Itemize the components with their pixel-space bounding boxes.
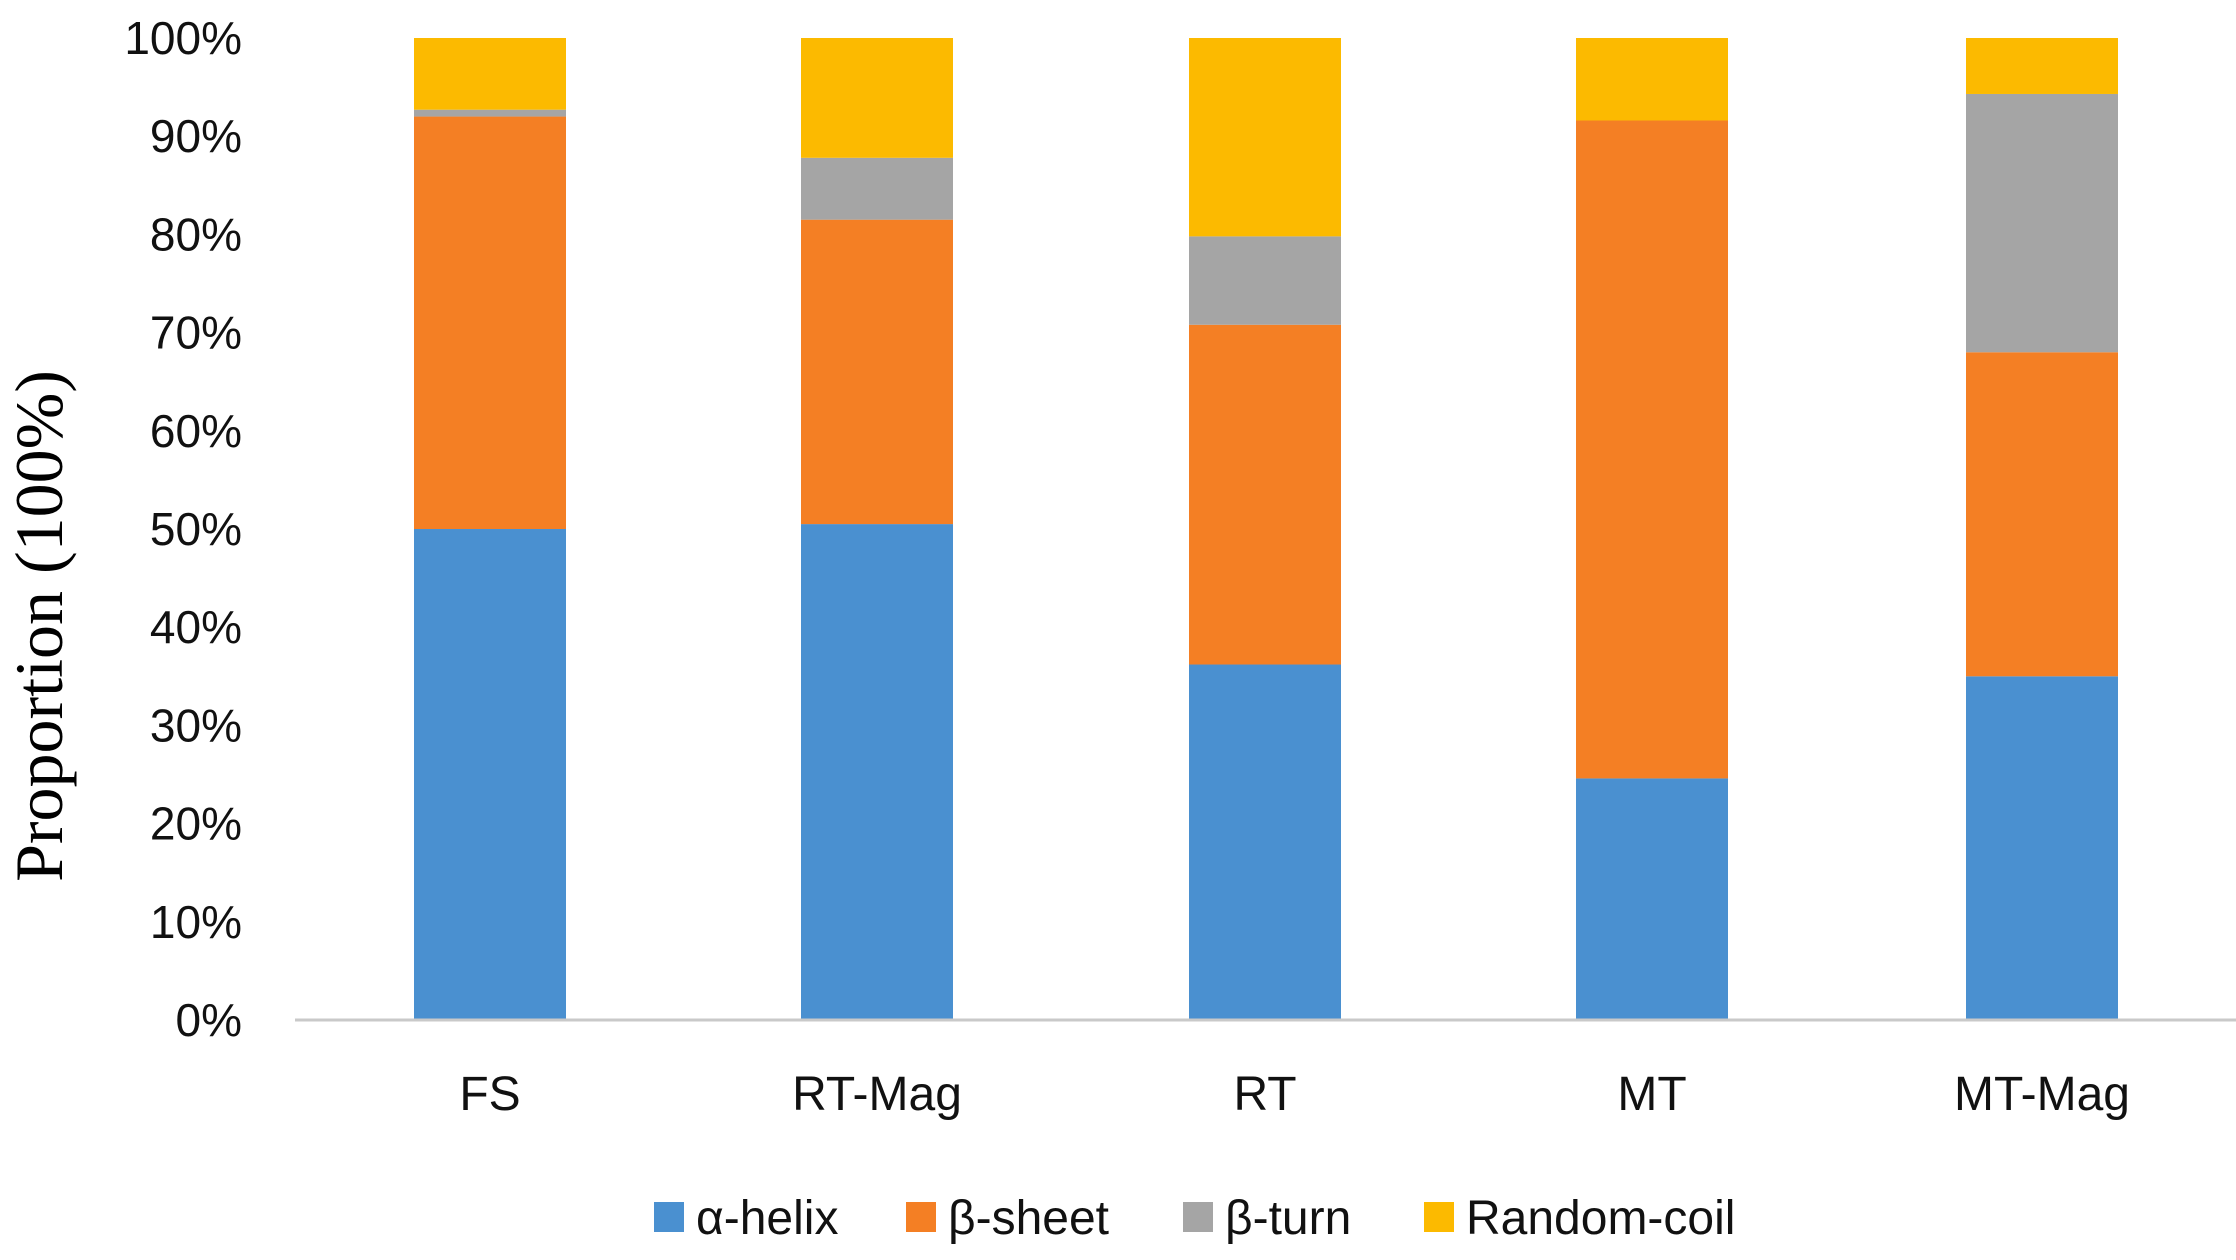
- bar-segment-rt-mag-3: [801, 157, 953, 220]
- y-tick-label: 30%: [150, 699, 242, 751]
- legend-label: β-turn: [1225, 1192, 1351, 1245]
- bar-segment-fs-3: [414, 109, 566, 117]
- y-tick-label: 50%: [150, 503, 242, 555]
- bar-segment-fs-2: [414, 116, 566, 529]
- bar-segment-fs-1: [414, 529, 566, 1020]
- y-tick-label: 60%: [150, 405, 242, 457]
- y-tick-label: 90%: [150, 110, 242, 162]
- bar-segment-mt-mag-1: [1966, 676, 2118, 1020]
- bar-segment-mt-mag-2: [1966, 352, 2118, 677]
- bar-segment-rt-4: [1189, 38, 1341, 237]
- legend-swatch: [906, 1202, 936, 1232]
- x-tick-label: RT-Mag: [792, 1068, 962, 1121]
- legend-swatch: [1183, 1202, 1213, 1232]
- bar-segment-mt-2: [1576, 120, 1728, 779]
- y-tick-label: 20%: [150, 798, 242, 850]
- legend-swatch: [1424, 1202, 1454, 1232]
- y-axis-ticks: 0% 10% 20% 30% 40% 50% 60% 70% 80% 90% 100%: [124, 12, 242, 1046]
- y-tick-label: 70%: [150, 307, 242, 359]
- bar-segment-rt-mag-2: [801, 219, 953, 525]
- bar-segment-fs-4: [414, 38, 566, 110]
- bar-segment-rt-1: [1189, 664, 1341, 1020]
- bar-segment-mt-1: [1576, 778, 1728, 1020]
- y-tick-label: 40%: [150, 601, 242, 653]
- legend-label: Random-coil: [1466, 1192, 1735, 1245]
- y-tick-label: 100%: [124, 12, 242, 64]
- legend-swatch: [654, 1202, 684, 1232]
- bar-segment-rt-3: [1189, 236, 1341, 325]
- bar-segment-rt-mag-4: [801, 38, 953, 158]
- bar-segment-rt-mag-1: [801, 524, 953, 1020]
- x-axis-labels: FS RT-Mag RT MT MT-Mag: [459, 1068, 2130, 1121]
- y-tick-label: 10%: [150, 896, 242, 948]
- legend: α-helix β-sheet β-turn Random-coil: [654, 1192, 1735, 1245]
- x-tick-label: MT-Mag: [1954, 1068, 2130, 1121]
- y-axis-title: Proportion (100%): [1, 370, 77, 882]
- bar-segment-mt-mag-4: [1966, 38, 2118, 94]
- x-tick-label: FS: [459, 1068, 520, 1121]
- legend-label: α-helix: [696, 1192, 838, 1245]
- bar-group: [414, 38, 2118, 1020]
- y-tick-label: 0%: [176, 994, 242, 1046]
- legend-label: β-sheet: [948, 1192, 1109, 1245]
- y-tick-label: 80%: [150, 208, 242, 260]
- bar-segment-rt-2: [1189, 324, 1341, 665]
- bar-segment-mt-4: [1576, 38, 1728, 121]
- x-tick-label: RT: [1233, 1068, 1296, 1121]
- x-tick-label: MT: [1617, 1068, 1686, 1121]
- bar-segment-mt-mag-3: [1966, 93, 2118, 353]
